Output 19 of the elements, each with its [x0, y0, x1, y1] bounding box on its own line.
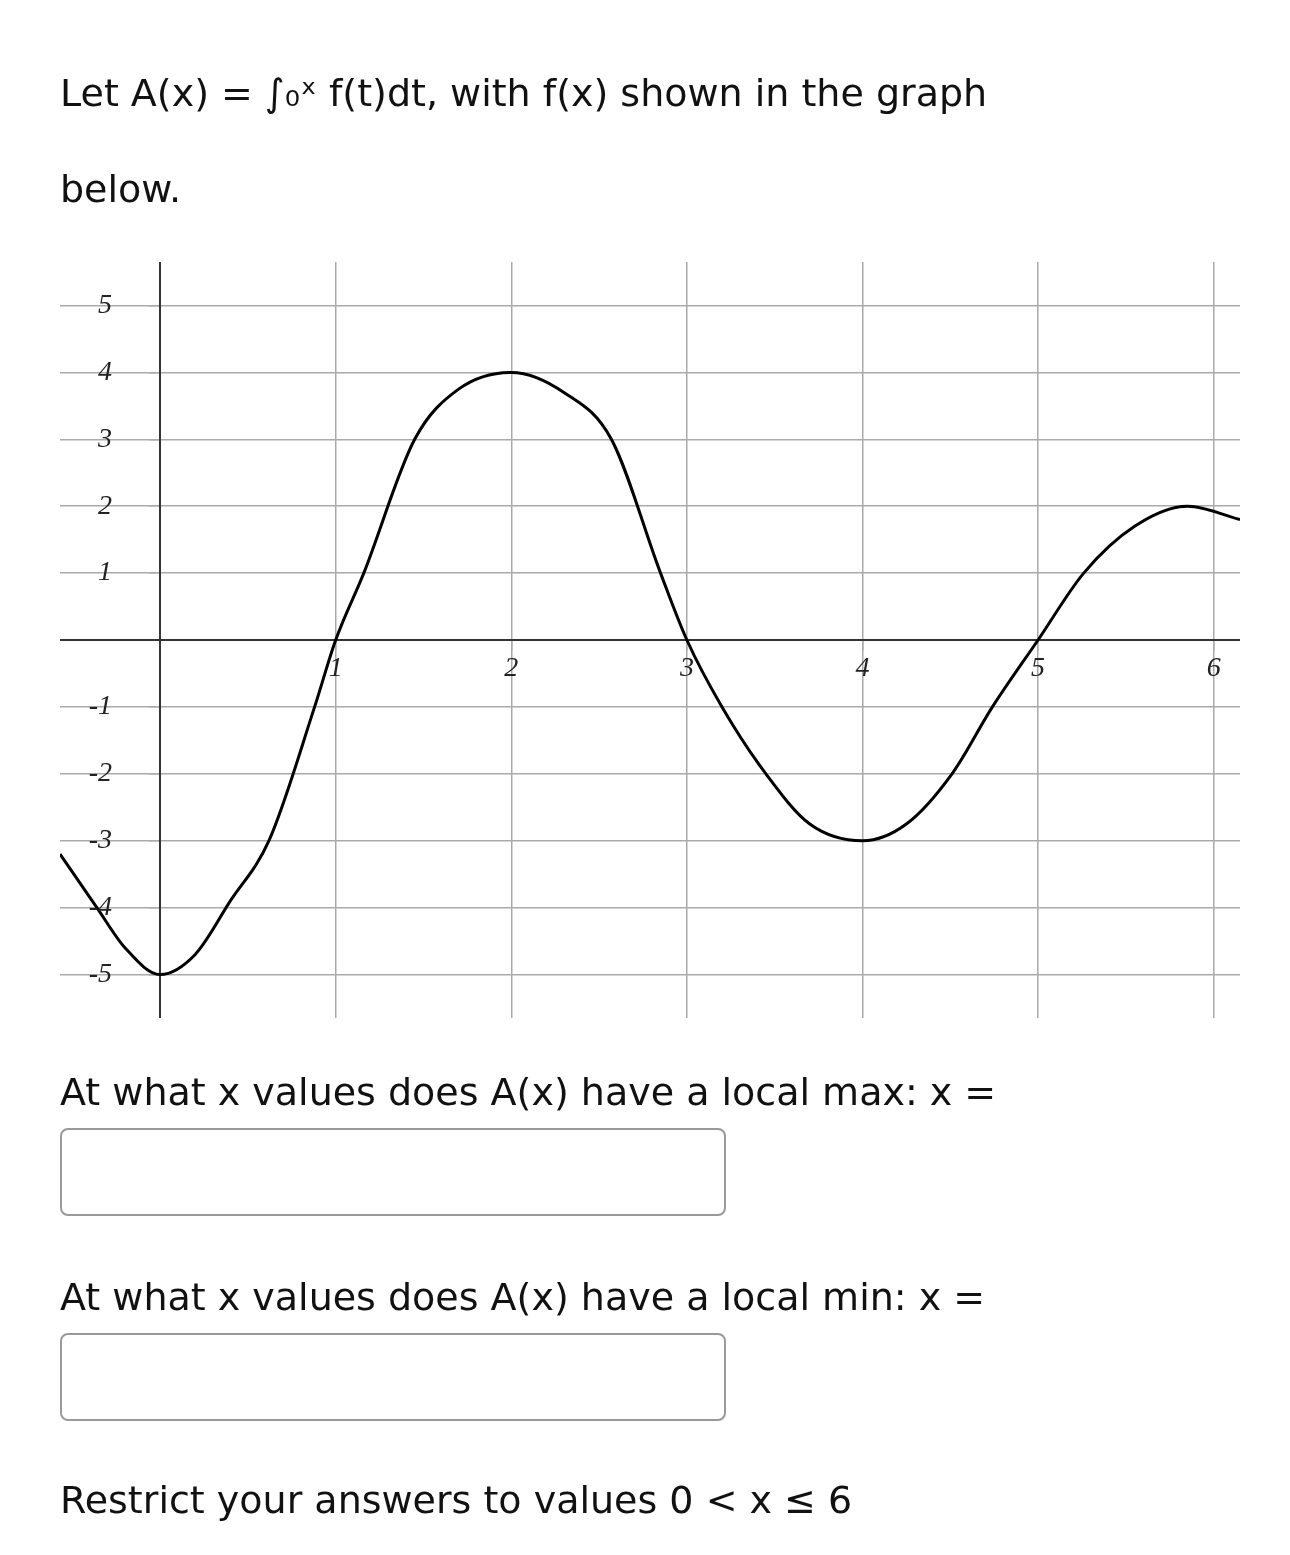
y-tick-label: 5	[98, 287, 113, 319]
x-tick-label: 4	[855, 651, 870, 683]
y-tick-label: -2	[88, 756, 113, 788]
text: At what x values does A(x) have a local min: x =	[60, 1275, 986, 1319]
x-tick-label: 2	[504, 651, 519, 683]
chart-title: Let A(x) = ∫₀ˣ f(t)dt, with f(x) shown in the graph below.	[60, 71, 988, 211]
y-tick-label: 4	[98, 354, 113, 386]
x-tick-label: 6	[1206, 651, 1221, 683]
y-tick-label: -3	[88, 823, 113, 855]
x-tick-label: 3	[678, 651, 694, 683]
x-tick-label: 1	[328, 651, 343, 683]
y-tick-label: 1	[98, 555, 113, 587]
y-tick-label: -1	[88, 689, 113, 721]
y-tick-label: -5	[88, 956, 113, 988]
y-tick-label: 3	[97, 421, 113, 453]
text: Restrict your answers to values 0 < x ≤ 6	[60, 1478, 853, 1522]
x-tick-label: 5	[1031, 651, 1046, 683]
text: At what x values does A(x) have a local max: x =	[60, 1070, 997, 1114]
y-tick-label: 2	[98, 488, 113, 520]
